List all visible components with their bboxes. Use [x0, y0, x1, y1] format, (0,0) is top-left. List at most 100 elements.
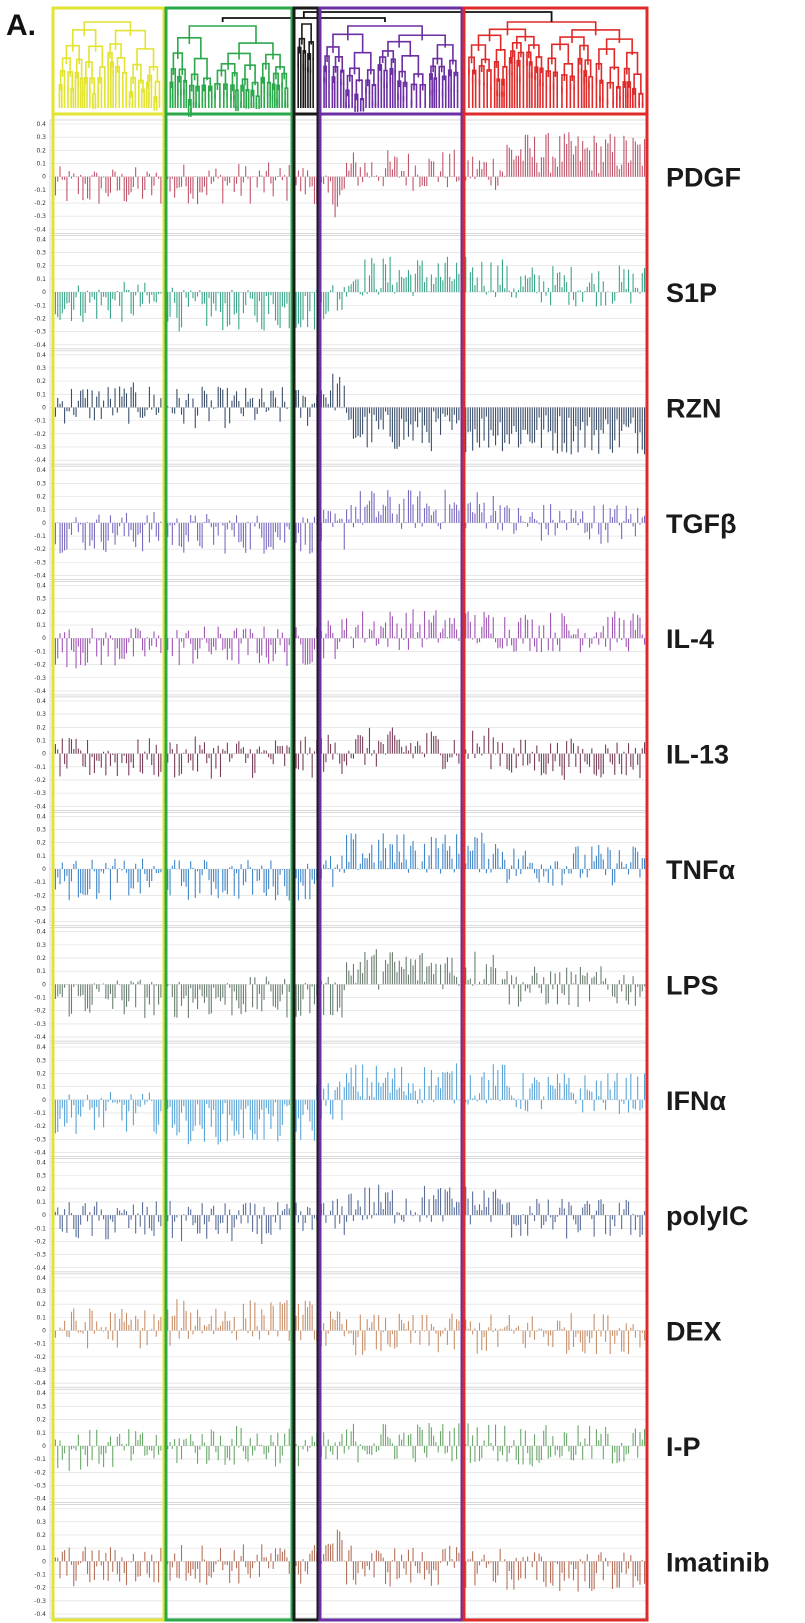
y-tick-label: 0.2 — [36, 378, 46, 385]
dendrogram-link — [188, 25, 257, 44]
y-tick-label: -0.4 — [34, 1496, 46, 1503]
y-tick-label: 0.3 — [36, 250, 46, 257]
y-tick-label: 0.3 — [36, 480, 46, 487]
y-tick-label: -0.1 — [34, 648, 46, 655]
panel-9: 0.4 0.3 0.2 0.1 0 -0.1 -0.2 -0.3 -0.4 IFNα — [34, 1042, 726, 1157]
y-tick-label: 0.2 — [36, 1301, 46, 1308]
dendrogram-link — [588, 76, 594, 89]
dendrogram-link — [266, 81, 271, 97]
series-label: IL-4 — [666, 624, 714, 654]
y-tick-label: 0.2 — [36, 840, 46, 847]
y-tick-label: -0.2 — [34, 892, 46, 899]
y-tick-label: -0.1 — [34, 1225, 46, 1232]
y-tick-label: 0.1 — [36, 1199, 46, 1206]
y-tick-label: 0.2 — [36, 955, 46, 962]
y-tick-label: -0.1 — [34, 995, 46, 1002]
y-tick-label: 0.4 — [36, 1159, 46, 1166]
panel-11: 0.4 0.3 0.2 0.1 0 -0.1 -0.2 -0.3 -0.4 DEX — [34, 1273, 722, 1388]
y-tick-label: 0.4 — [36, 1044, 46, 1051]
y-tick-label: -0.4 — [34, 1034, 46, 1041]
y-tick-label: 0.1 — [36, 737, 46, 744]
y-tick-label: 0.3 — [36, 826, 46, 833]
y-tick-label: -0.3 — [34, 1252, 46, 1259]
y-tick-label: -0.4 — [34, 573, 46, 580]
panel-label: A. — [6, 9, 36, 42]
dendrogram-link — [284, 87, 289, 107]
y-tick-label: 0.1 — [36, 1430, 46, 1437]
y-tick-label: 0.2 — [36, 724, 46, 731]
cluster-frames — [51, 6, 649, 1622]
y-tick-label: 0.3 — [36, 1403, 46, 1410]
y-tick-label: -0.1 — [34, 418, 46, 425]
series-label: IFNα — [666, 1086, 726, 1116]
series-label: S1P — [666, 278, 717, 308]
y-tick-label: 0.1 — [36, 1084, 46, 1091]
y-tick-label: 0.4 — [36, 929, 46, 936]
y-tick-label: 0.4 — [36, 121, 46, 128]
y-tick-label: -0.2 — [34, 1585, 46, 1592]
y-tick-label: -0.2 — [34, 662, 46, 669]
cluster-frame-4 — [318, 6, 464, 1622]
dendrogram-link — [302, 50, 307, 71]
dendrogram-link — [615, 86, 621, 101]
series-label: DEX — [666, 1317, 722, 1347]
y-tick-label: 0 — [42, 1443, 46, 1450]
y-tick-label: 0.3 — [36, 134, 46, 141]
y-tick-label: 0.3 — [36, 1057, 46, 1064]
y-tick-label: 0.3 — [36, 365, 46, 372]
y-tick-label: 0.1 — [36, 853, 46, 860]
y-tick-label: -0.3 — [34, 1021, 46, 1028]
y-tick-label: -0.2 — [34, 315, 46, 322]
panel-13: 0.4 0.3 0.2 0.1 0 -0.1 -0.2 -0.3 -0.4 Imatinib — [34, 1504, 770, 1619]
y-tick-label: 0.1 — [36, 161, 46, 168]
y-tick-label: -0.3 — [34, 790, 46, 797]
panel-1: 0.4 0.3 0.2 0.1 0 -0.1 -0.2 -0.3 -0.4 PDGF — [34, 119, 741, 234]
series-label: LPS — [666, 970, 719, 1000]
cluster-frame-1 — [51, 6, 166, 1622]
y-tick-label: -0.3 — [34, 1136, 46, 1143]
panel-10: 0.4 0.3 0.2 0.1 0 -0.1 -0.2 -0.3 -0.4 polyIC — [34, 1158, 749, 1273]
y-tick-label: 0 — [42, 866, 46, 873]
y-tick-label: -0.4 — [34, 688, 46, 695]
y-tick-label: -0.4 — [34, 803, 46, 810]
series-label: I-P — [666, 1432, 701, 1462]
y-tick-label: -0.1 — [34, 879, 46, 886]
y-tick-label: 0.2 — [36, 1070, 46, 1077]
y-tick-label: 0 — [42, 289, 46, 296]
y-tick-label: 0 — [42, 174, 46, 181]
y-tick-label: -0.2 — [34, 1239, 46, 1246]
dendrogram-link — [183, 79, 188, 96]
y-tick-label: 0 — [42, 1328, 46, 1335]
y-tick-label: 0.3 — [36, 942, 46, 949]
series-label: PDGF — [666, 163, 741, 193]
series-label: TNFα — [666, 855, 735, 885]
dendrogram-link — [535, 56, 543, 74]
dendrogram-link — [359, 98, 365, 112]
dendrogram-link — [238, 42, 274, 60]
dendrogram-link — [98, 66, 106, 84]
y-tick-label: -0.2 — [34, 1008, 46, 1015]
y-tick-label: -0.4 — [34, 1265, 46, 1272]
y-tick-label: 0.2 — [36, 1417, 46, 1424]
dendrogram-cluster-4 — [323, 25, 459, 112]
series-label: IL-13 — [666, 740, 729, 770]
y-tick-label: -0.1 — [34, 1571, 46, 1578]
y-tick-label: 0.2 — [36, 147, 46, 154]
dendrogram-link — [433, 77, 438, 93]
y-tick-label: 0.1 — [36, 1314, 46, 1321]
dendrogram-link — [371, 84, 377, 107]
y-tick-label: -0.2 — [34, 1469, 46, 1476]
y-tick-label: -0.1 — [34, 1341, 46, 1348]
y-tick-label: 0.4 — [36, 1506, 46, 1513]
dendrogram-link — [301, 23, 312, 45]
y-tick-label: -0.4 — [34, 342, 46, 349]
dendrogram-link — [83, 21, 132, 36]
y-tick-label: 0.3 — [36, 1288, 46, 1295]
y-tick-label: 0.4 — [36, 467, 46, 474]
y-tick-label: -0.3 — [34, 213, 46, 220]
cluster-frame-3 — [292, 6, 320, 1622]
series-label: polyIC — [666, 1201, 749, 1231]
dendrogram-top-link — [302, 11, 553, 22]
y-tick-label: 0.3 — [36, 1519, 46, 1526]
